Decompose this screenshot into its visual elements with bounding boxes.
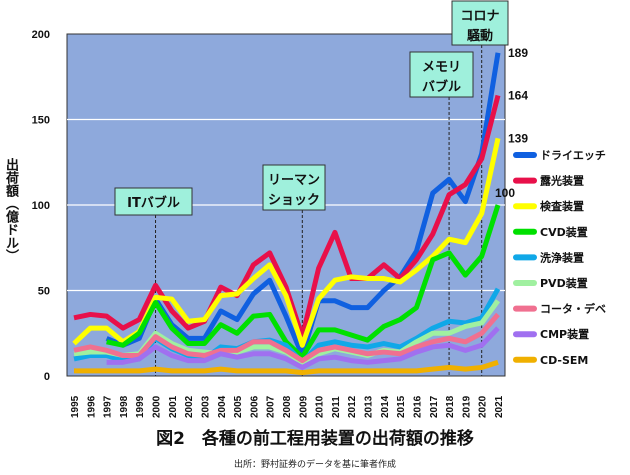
legend-label: 検査装置	[540, 199, 584, 213]
x-tick-label: 2005	[233, 395, 244, 418]
x-tick-label: 2015	[396, 395, 407, 418]
legend-label: CVD装置	[540, 225, 588, 239]
y-tick-label: 150	[32, 115, 50, 127]
x-tick-label: 2002	[184, 395, 195, 418]
annotation-box	[451, 0, 509, 46]
legend-label: 露光装置	[540, 174, 584, 188]
x-tick-label: 2008	[282, 395, 293, 418]
x-tick-label: 1997	[103, 395, 114, 418]
x-tick-label: 2018	[445, 395, 456, 418]
x-tick-label: 2007	[266, 395, 277, 418]
value-label: 139	[508, 131, 528, 145]
annotation-box	[114, 187, 193, 216]
y-tick-label: 100	[32, 200, 50, 212]
value-label: 100	[495, 186, 515, 200]
y-axis-label: 出荷額（億ドル）	[3, 158, 18, 262]
x-tick-label: 2011	[331, 396, 342, 418]
annotation-text: ショック	[268, 193, 320, 208]
x-tick-label: 2010	[315, 395, 326, 418]
x-tick-label: 2003	[200, 395, 211, 418]
x-tick-label: 2000	[152, 395, 163, 418]
annotation-text: メモリ	[422, 60, 461, 75]
legend-label: 洗浄装置	[540, 250, 584, 264]
x-tick-label: 2013	[364, 395, 375, 418]
legend-label: コータ・デベ	[540, 302, 606, 316]
annotation-box	[262, 164, 326, 211]
annotation-text: リーマン	[268, 173, 320, 188]
x-tick-label: 2014	[380, 395, 391, 418]
x-tick-label: 2021	[494, 395, 505, 418]
x-tick-label: 1995	[70, 395, 81, 418]
y-tick-label: 0	[44, 371, 50, 383]
annotation-text: ITバブル	[127, 195, 180, 211]
x-tick-label: 1998	[119, 395, 130, 418]
x-tick-label: 2020	[478, 395, 489, 418]
chart-source: 出所：野村証券のデータを基に筆者作成	[233, 460, 396, 470]
legend-label: CMP装置	[540, 327, 589, 341]
annotation-text: バブル	[422, 79, 461, 95]
legend-label: ドライエッチ	[540, 149, 606, 162]
annotation-text: 騒動	[466, 28, 493, 44]
x-tick-label: 2009	[298, 395, 309, 418]
y-tick-label: 200	[32, 29, 50, 41]
x-tick-label: 2017	[429, 395, 440, 418]
annotation-text: コロナ	[460, 9, 499, 24]
legend-label: CD-SEM	[540, 354, 588, 367]
x-tick-label: 1996	[86, 395, 97, 418]
x-tick-label: 2004	[217, 395, 228, 418]
x-tick-label: 2001	[168, 395, 179, 418]
x-tick-label: 2016	[412, 395, 423, 418]
x-tick-label: 2019	[461, 395, 472, 418]
value-label: 189	[508, 46, 528, 60]
chart-title: 図2 各種の前工程用装置の出荷額の推移	[156, 429, 474, 449]
x-tick-label: 2012	[347, 395, 358, 418]
legend-label: PVD装置	[540, 276, 588, 290]
y-tick-label: 50	[38, 286, 50, 298]
x-tick-label: 1999	[135, 395, 146, 418]
value-label: 164	[508, 89, 528, 103]
x-tick-label: 2006	[249, 395, 260, 418]
annotation-box	[409, 51, 474, 98]
